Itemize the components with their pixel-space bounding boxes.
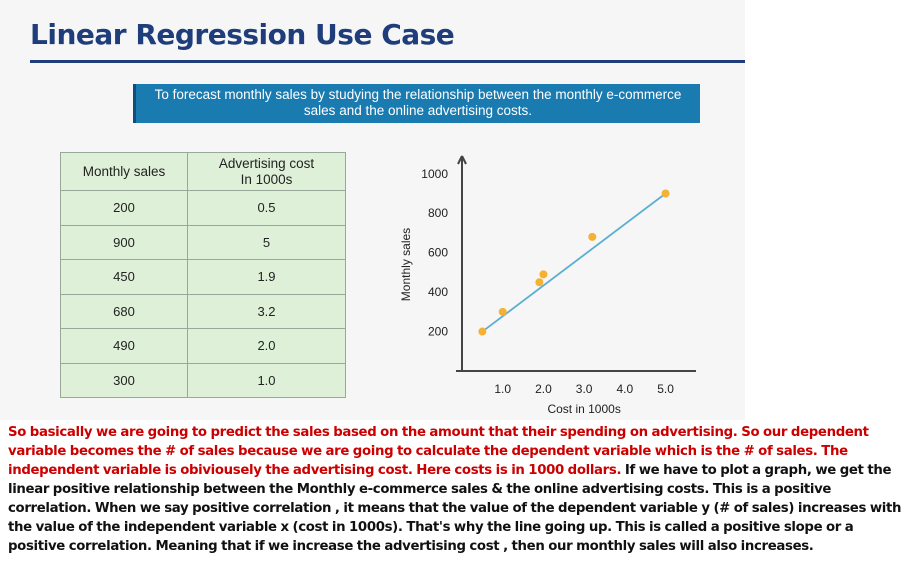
header-monthly-sales: Monthly sales [60,152,188,191]
data-point [539,270,548,279]
cell-cost: 1.9 [187,259,346,295]
x-tick-label: 5.0 [657,382,674,396]
explanation-red-text: So basically we are going to predict the… [8,425,869,478]
sales-cost-table: Monthly sales Advertising cost In 1000s … [60,152,346,398]
x-tick-label: 4.0 [617,382,634,396]
objective-banner: To forecast monthly sales by studying th… [133,84,700,123]
slide-title: Linear Regression Use Case [30,18,455,51]
explanation-black-text: If we have to plot a graph, we get the l… [8,463,902,554]
scatter-chart: 200 400 600 800 1000 1.0 2.0 3.0 4.0 5.0 Cost in 1… [399,155,696,416]
banner-line-1: To forecast monthly sales by studying th… [154,87,682,102]
y-axis-label: Monthly sales [399,228,413,301]
banner-line-2: sales and the online advertising costs. [303,103,533,118]
chart-layer: 200 400 600 800 1000 1.0 2.0 3.0 4.0 5.0 Cost in 1… [399,155,696,416]
y-tick-label: 1000 [421,167,448,181]
data-point [498,307,507,316]
trend-line [481,192,667,333]
data-point [588,232,597,241]
cell-sales: 490 [60,328,188,364]
header-advertising-cost: Advertising cost In 1000s [187,152,346,191]
x-tick-label: 3.0 [576,382,593,396]
cell-cost: 5 [187,224,346,260]
cell-cost: 2.0 [187,328,346,364]
data-point [661,189,670,198]
table-row: 490 2.0 [60,328,346,364]
table-row: 450 1.9 [60,259,346,295]
cell-sales: 900 [60,224,188,260]
header-advertising-cost-line2: In 1000s [240,171,293,187]
x-tick-label: 1.0 [494,382,511,396]
cell-cost: 1.0 [187,362,346,398]
x-axis-label: Cost in 1000s [547,402,620,416]
y-tick-label: 200 [428,325,448,339]
x-tick-label: 2.0 [535,382,552,396]
y-axis-arrow-right [461,155,467,165]
cell-cost: 0.5 [187,190,346,226]
slide: Linear Regression Use Case To forecast m… [30,18,745,416]
table-row: 680 3.2 [60,293,346,329]
y-tick-label: 800 [428,206,448,220]
table-row: 900 5 [60,224,346,260]
cell-sales: 300 [60,362,188,398]
data-point [535,278,544,287]
table-row: 200 0.5 [60,190,346,226]
table-header-row: Monthly sales Advertising cost In 1000s [60,152,346,191]
header-advertising-cost-line1: Advertising cost [218,155,315,171]
cell-sales: 200 [60,190,188,226]
y-axis-arrow-left [457,155,463,165]
data-point [478,327,487,336]
y-tick-label: 400 [428,285,448,299]
y-tick-label: 600 [428,246,448,260]
table-row: 300 1.0 [60,362,346,398]
cell-cost: 3.2 [187,293,346,329]
title-divider [30,60,745,63]
cell-sales: 680 [60,293,188,329]
explanation-text: So basically we are going to predict the… [8,423,903,556]
cell-sales: 450 [60,259,188,295]
